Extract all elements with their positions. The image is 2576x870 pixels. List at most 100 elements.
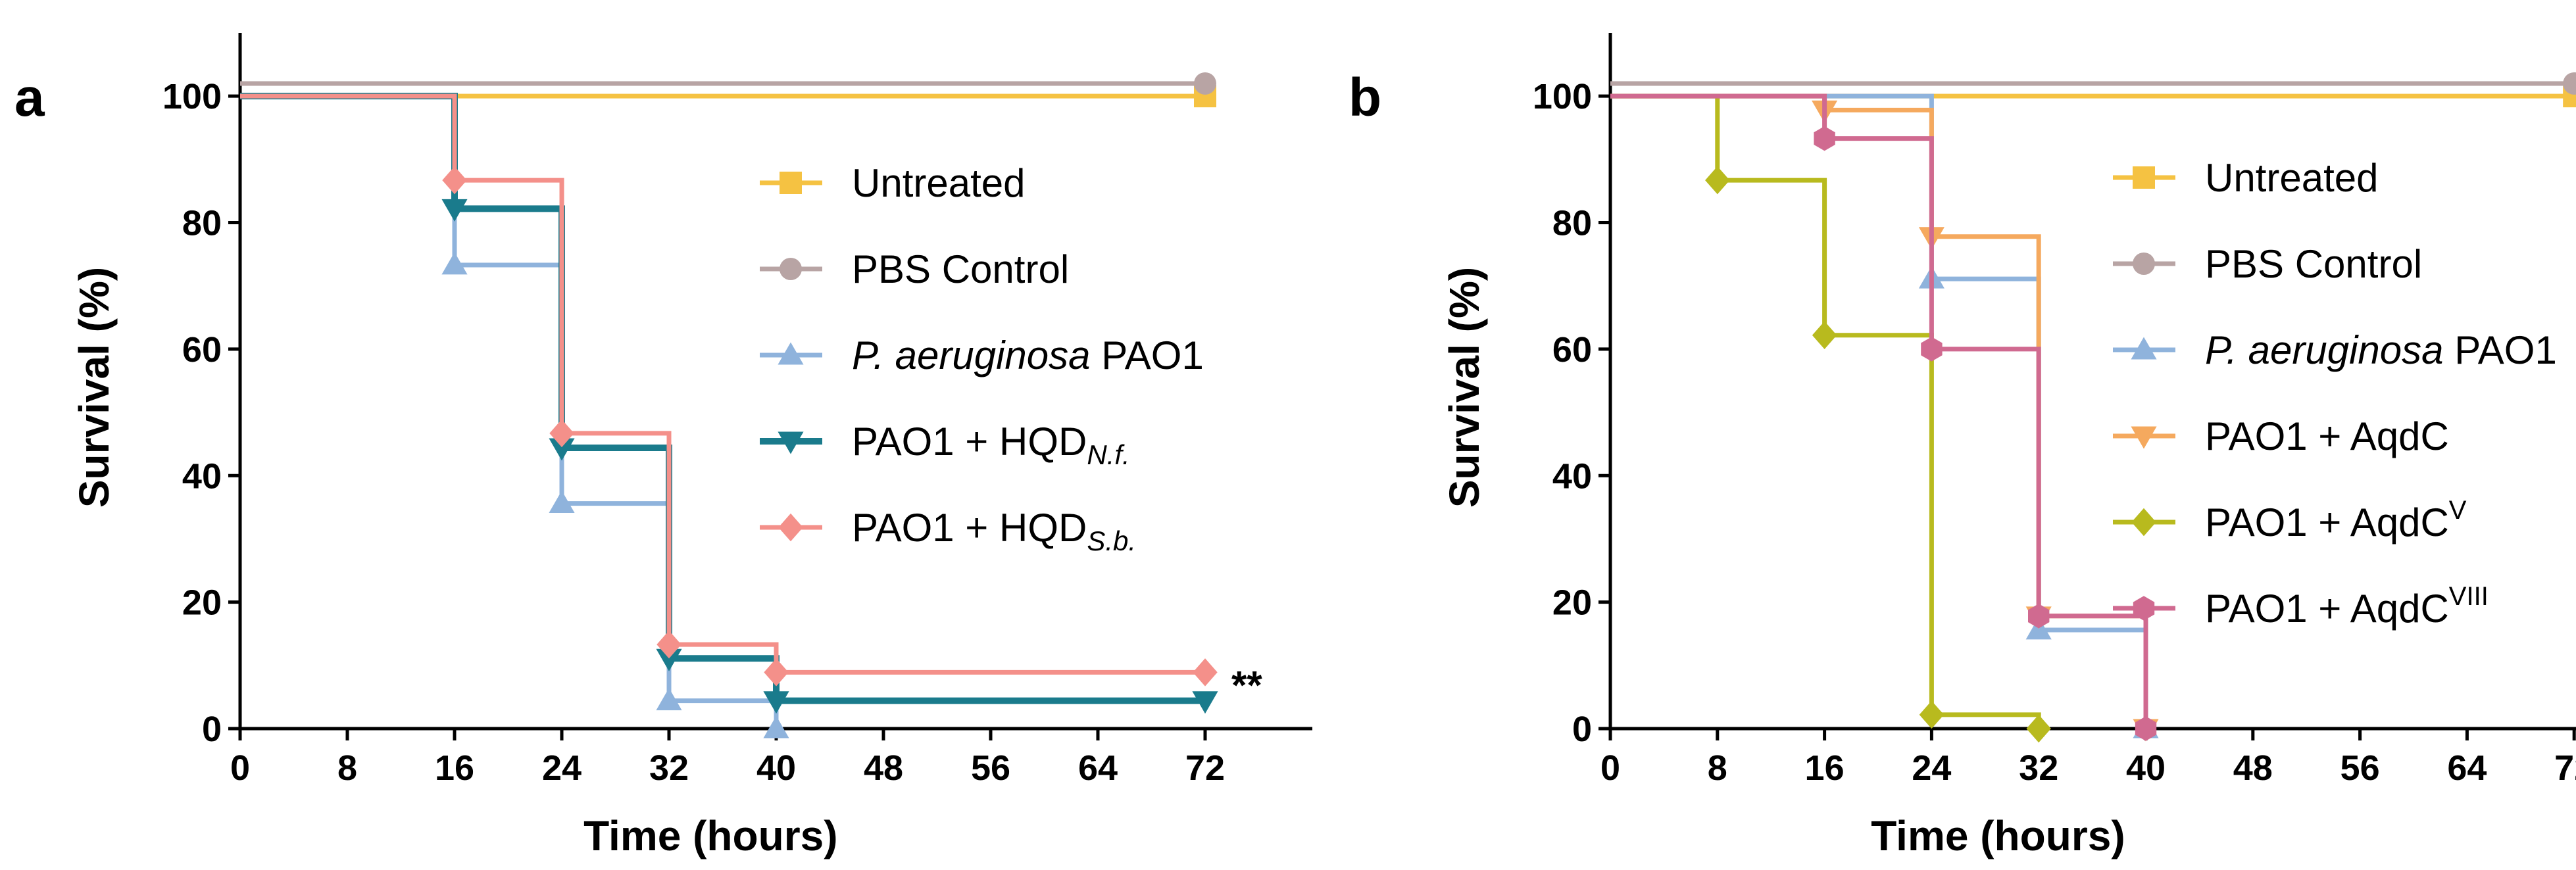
panel-b-legend-marker bbox=[2131, 508, 2156, 537]
panel-b-x-tick-label: 48 bbox=[2233, 748, 2273, 788]
panel-a-data-point bbox=[1194, 72, 1216, 95]
panel-b-x-tick-label: 24 bbox=[1912, 748, 1951, 788]
panel-b-y-tick-label: 60 bbox=[1552, 330, 1592, 370]
panel-b-y-tick-label: 80 bbox=[1552, 204, 1592, 243]
panel-b-y-tick-label: 0 bbox=[1572, 710, 1592, 749]
panel-a-data-point bbox=[442, 166, 467, 195]
panel-b-series-line bbox=[1610, 93, 2148, 729]
panel-a-letter: a bbox=[14, 68, 45, 128]
panel-b-data-point bbox=[2135, 716, 2157, 741]
panel-b-y-tick-label: 100 bbox=[1533, 77, 1592, 116]
panel-b-legend-item: P. aeruginosa PAO1 bbox=[2113, 328, 2557, 372]
panel-a-legend-label: PAO1 + HQDN.f. bbox=[852, 420, 1130, 470]
panel-a-series-pao1-hqd-n-f bbox=[240, 93, 1218, 714]
panel-b-x-tick-label: 0 bbox=[1600, 748, 1620, 788]
panel-b-legend-item: Untreated bbox=[2113, 156, 2379, 200]
panel-a-series-line bbox=[240, 93, 779, 729]
panel-b-data-point bbox=[1812, 321, 1837, 349]
panel-b-legend-label: Untreated bbox=[2205, 156, 2379, 200]
panel-a-x-tick-label: 24 bbox=[542, 748, 582, 788]
panel-a-data-point bbox=[656, 688, 682, 711]
panel-b-series-pao1-aqdc bbox=[1610, 93, 2159, 742]
panel-a-legend-marker bbox=[780, 258, 802, 280]
panel-a-y-axis-title: Survival (%) bbox=[70, 267, 118, 508]
panel-b-y-axis-title: Survival (%) bbox=[1441, 267, 1488, 508]
panel-b-y-tick-label: 40 bbox=[1552, 456, 1592, 496]
panel-a-y-tick-label: 40 bbox=[182, 456, 222, 496]
panel-b-legend-item: PBS Control bbox=[2113, 242, 2422, 286]
panel-a-series-pbs-control bbox=[240, 72, 1216, 95]
panel-b-letter: b bbox=[1349, 68, 1381, 128]
panel-a-legend-marker bbox=[780, 172, 802, 194]
panel-a-series-pao1-hqd-s-b bbox=[240, 93, 1218, 687]
panel-a-x-tick-label: 56 bbox=[971, 748, 1010, 788]
panel-b-series-line bbox=[1610, 93, 2041, 729]
panel-b-legend-marker bbox=[2131, 337, 2157, 360]
panel-a-y-tick-label: 60 bbox=[182, 330, 222, 370]
panel-a-legend-item: PAO1 + HQDS.b. bbox=[760, 506, 1136, 556]
panel-a-y-tick-label: 20 bbox=[182, 583, 222, 623]
panel-a-y-tick-label: 100 bbox=[162, 77, 222, 116]
panel-a-data-point bbox=[763, 715, 789, 738]
panel-b-legend-marker bbox=[2133, 596, 2155, 621]
panel-b-legend-label: PAO1 + AqdCVIII bbox=[2205, 582, 2489, 631]
panel-b-data-point bbox=[1919, 700, 1944, 729]
panel-b-series-pao1-aqdc-v bbox=[1610, 93, 2051, 743]
panel-b-x-tick-label: 16 bbox=[1805, 748, 1845, 788]
panel-b-x-tick-label: 32 bbox=[2019, 748, 2058, 788]
panel-a: a 0 20 40 60 80 100 0 8 16 24 32 40 48 56 64 72 Time (ho… bbox=[14, 33, 1312, 859]
panel-b-legend-marker bbox=[2133, 166, 2155, 189]
panel-b-legend-label: PAO1 + AqdC bbox=[2205, 414, 2449, 458]
panel-a-legend-label: P. aeruginosa PAO1 bbox=[852, 333, 1204, 377]
panel-a-x-tick-label: 48 bbox=[864, 748, 903, 788]
panel-a-series-p-aeruginosa-pao1 bbox=[240, 93, 789, 738]
panel-a-series-line bbox=[240, 93, 1205, 704]
panel-a-data-point bbox=[1193, 658, 1218, 687]
panel-a-legend-item: Untreated bbox=[760, 161, 1026, 205]
panel-a-data-point bbox=[763, 691, 789, 714]
panel-b-data-point bbox=[2026, 714, 2051, 743]
panel-a-x-tick-label: 8 bbox=[337, 748, 357, 788]
panel-b-series-p-aeruginosa-pao1 bbox=[1610, 93, 2159, 738]
panel-a-x-tick-label: 72 bbox=[1185, 748, 1225, 788]
panel-b-legend-label: PBS Control bbox=[2205, 242, 2422, 286]
panel-a-data-point bbox=[764, 658, 789, 687]
panel-a-x-tick-label: 0 bbox=[230, 748, 250, 788]
panel-b-x-axis-title: Time (hours) bbox=[1871, 812, 2125, 859]
panel-b-data-point bbox=[1921, 337, 1943, 362]
panel-b-data-point bbox=[1705, 166, 1730, 195]
panel-b-x-tick-label: 72 bbox=[2554, 748, 2576, 788]
panel-a-x-tick-label: 16 bbox=[435, 748, 474, 788]
panel-a-data-point bbox=[656, 648, 682, 671]
panel-a-x-tick-label: 64 bbox=[1078, 748, 1118, 788]
panel-b-series-pbs-control bbox=[1610, 72, 2576, 95]
panel-a-y-tick-label: 0 bbox=[202, 710, 222, 749]
panel-a-legend: Untreated PBS Control P. aeruginosa PAO1 PA… bbox=[760, 161, 1204, 556]
panel-a-legend-marker bbox=[778, 342, 804, 365]
panel-b-series-line bbox=[1610, 93, 2148, 729]
panel-b-legend: Untreated PBS Control P. aeruginosa PAO1 PA… bbox=[2113, 156, 2557, 631]
panel-a-legend-label: Untreated bbox=[852, 161, 1026, 205]
panel-b-x-tick-label: 8 bbox=[1708, 748, 1727, 788]
panel-a-data-point bbox=[549, 491, 575, 514]
panel-b-legend-marker bbox=[2133, 253, 2155, 275]
panel-b-data-point bbox=[1814, 126, 1835, 151]
panel-a-data-point bbox=[1192, 691, 1218, 714]
panel-a-legend-item: PAO1 + HQDN.f. bbox=[760, 420, 1130, 470]
panel-b-legend-marker bbox=[2131, 426, 2157, 449]
panel-b: b 0 20 40 60 80 100 0 8 16 24 32 40 48 56 64 72 Time (ho… bbox=[1349, 33, 2576, 859]
panel-a-data-point bbox=[549, 419, 574, 448]
panel-b-data-point bbox=[2563, 72, 2576, 95]
panel-b-x-tick-label: 40 bbox=[2126, 748, 2166, 788]
panel-b-series-pao1-aqdc-viii bbox=[1610, 93, 2157, 741]
panel-b-legend-item: PAO1 + AqdCV bbox=[2113, 496, 2467, 544]
panel-a-data-point bbox=[656, 630, 681, 659]
panel-a-legend-marker bbox=[778, 513, 803, 542]
panel-a-legend-item: PBS Control bbox=[760, 247, 1069, 291]
panel-a-data-point bbox=[441, 199, 468, 222]
panel-b-legend-item: PAO1 + AqdC bbox=[2113, 414, 2449, 458]
panel-b-legend-item: PAO1 + AqdCVIII bbox=[2113, 582, 2489, 631]
panel-a-legend-label: PBS Control bbox=[852, 247, 1069, 291]
panel-a-legend-item: P. aeruginosa PAO1 bbox=[760, 333, 1204, 377]
